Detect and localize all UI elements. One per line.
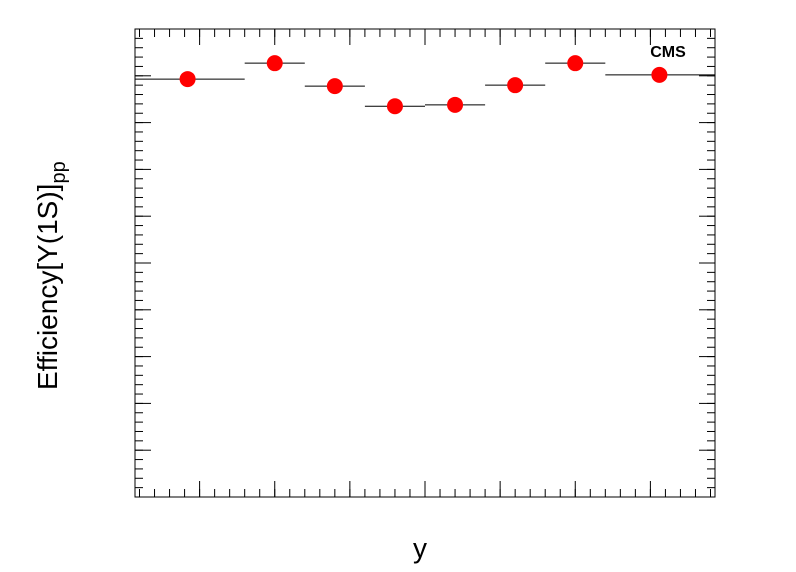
- y-axis-label: Efficiency[Υ(1S)]pp: [32, 161, 70, 390]
- x-axis-label: y: [413, 532, 427, 563]
- annotation: CMS: [650, 44, 686, 61]
- point: [651, 66, 668, 83]
- point: [179, 71, 196, 88]
- point: [507, 77, 524, 94]
- point: [266, 55, 283, 72]
- point: [447, 96, 464, 113]
- y-axis-label-main: Efficiency[Υ(1S)]: [32, 184, 63, 390]
- point: [326, 78, 343, 95]
- y-axis-label-sub: pp: [48, 161, 70, 183]
- point: [567, 55, 584, 72]
- plot-frame: [134, 28, 716, 498]
- point: [386, 98, 403, 115]
